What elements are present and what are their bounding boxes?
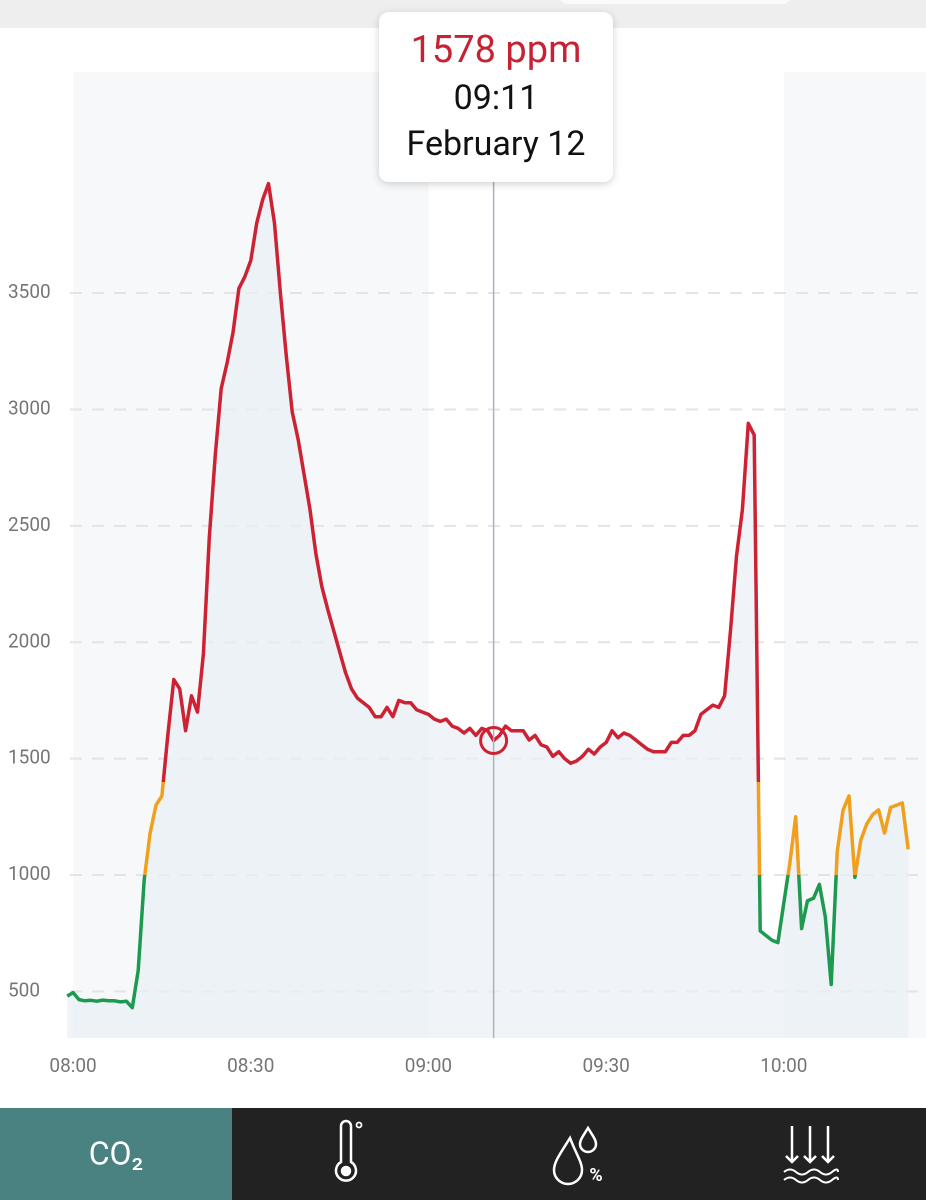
tooltip-box	[379, 12, 613, 182]
drop-icon-small	[578, 1125, 598, 1154]
y-tick-label: 2500	[8, 513, 51, 536]
drop-icon	[552, 1135, 584, 1186]
y-tick-label: 3500	[8, 280, 51, 303]
co2-line	[66, 181, 910, 1010]
x-tick-label: 10:00	[760, 1054, 807, 1077]
tab-label: CO₂	[89, 1134, 144, 1172]
x-tick-label: 08:30	[227, 1054, 274, 1077]
y-tick-label: 2000	[8, 629, 51, 652]
x-tick-label: 08:00	[49, 1054, 96, 1077]
tooltip-time: 09:11	[454, 78, 539, 118]
tooltip-date: February 12	[407, 124, 586, 164]
tab-pressure[interactable]	[783, 1126, 839, 1184]
tab-temperature[interactable]	[334, 1119, 363, 1182]
bottom-nav: CO₂ %	[0, 1108, 926, 1200]
tab-bg	[0, 1108, 232, 1200]
x-tick-label: 09:00	[405, 1054, 452, 1077]
cursor-marker	[479, 725, 509, 755]
area	[67, 183, 909, 1039]
arrows-icon	[785, 1126, 835, 1164]
percent-icon: %	[589, 1165, 602, 1186]
tab-co2[interactable]: CO₂	[0, 1108, 232, 1200]
chart: 500 1000 1500 2000 2500 3000 3500 08:00 08:30 09:…	[0, 0, 926, 1077]
thermometer-icon	[334, 1119, 358, 1182]
y-tick-label: 1500	[8, 746, 51, 769]
y-tick-label: 3000	[8, 396, 51, 419]
thermometer-bulb	[340, 1165, 352, 1177]
degree-icon	[355, 1121, 363, 1129]
x-tick-label: 09:30	[582, 1054, 629, 1077]
top-pill	[560, 0, 790, 4]
y-tick-label: 500	[8, 978, 40, 1001]
tooltip-value: 1578 ppm	[411, 28, 582, 72]
tooltip: 1578 ppm 09:11 February 12	[379, 12, 613, 182]
tab-humidity[interactable]: %	[552, 1125, 603, 1186]
waves-icon	[783, 1168, 839, 1184]
y-tick-label: 1000	[8, 862, 51, 885]
